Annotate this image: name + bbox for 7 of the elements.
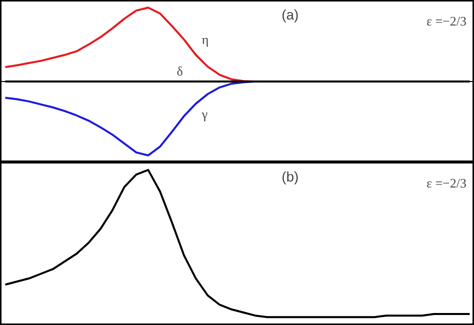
annotation: ε =−2/3 — [426, 14, 466, 28]
series-label: γ — [200, 106, 208, 122]
series-label: δ — [176, 64, 183, 78]
series-label: η — [202, 32, 209, 47]
annotation: ε =−2/3 — [426, 176, 466, 190]
annotation: (b) — [282, 168, 299, 184]
annotation: (a) — [282, 6, 299, 22]
